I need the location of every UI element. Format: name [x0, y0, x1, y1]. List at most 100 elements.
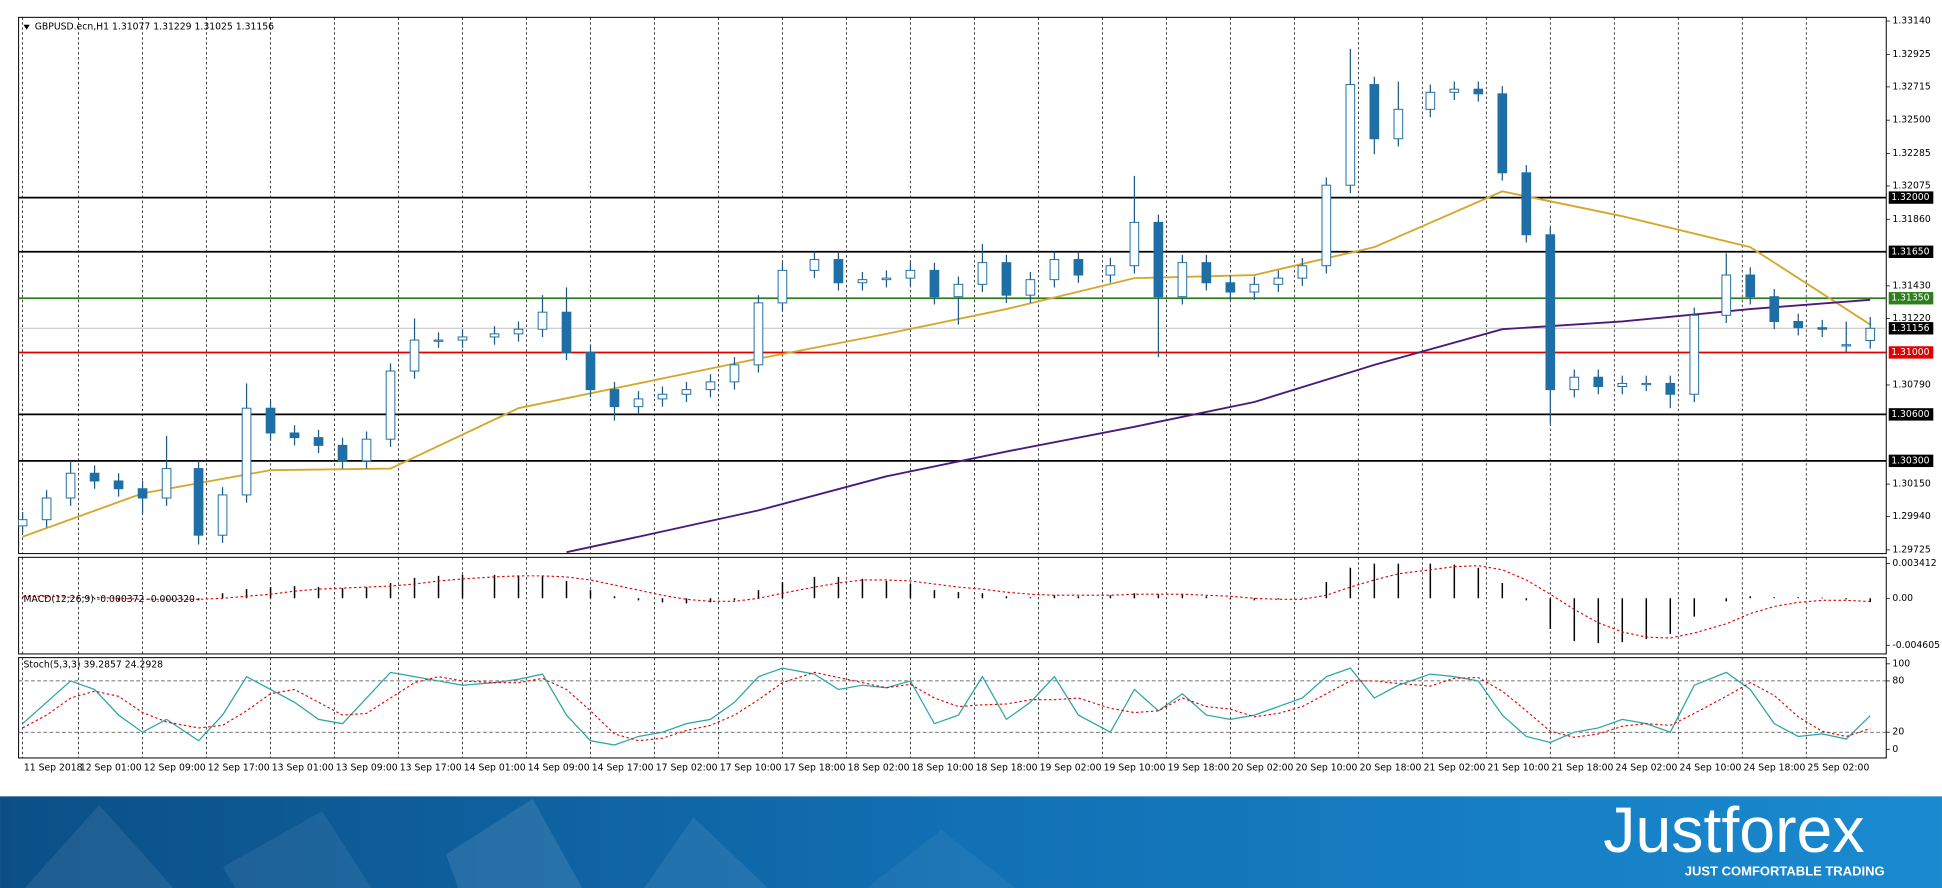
x-tick-label: 14 Sep 01:00 [464, 762, 526, 773]
candle-body [1201, 262, 1212, 284]
x-tick-label: 21 Sep 02:00 [1424, 762, 1486, 773]
candle-body [1473, 88, 1484, 95]
x-tick-label: 19 Sep 02:00 [1040, 762, 1102, 773]
decor [644, 817, 768, 888]
candle-body [313, 437, 324, 446]
candle-body [241, 407, 252, 496]
candle-body [1153, 221, 1164, 298]
candle-body [289, 432, 300, 439]
tagline: JUST COMFORTABLE TRADING [1685, 863, 1885, 878]
candle-body [361, 438, 372, 462]
x-tick-label: 24 Sep 18:00 [1744, 762, 1806, 773]
candle-body [1425, 91, 1436, 110]
candle-body [457, 336, 468, 341]
candle-body [385, 370, 396, 440]
candle-body [1001, 262, 1012, 296]
candle-body [609, 389, 620, 408]
level-label: 1.31650 [1891, 246, 1929, 257]
level-label: 1.30300 [1891, 455, 1929, 466]
y-tick-label: 1.31860 [1892, 214, 1930, 225]
level-label-box [1888, 292, 1934, 305]
candle-body [1545, 234, 1556, 391]
candle-body [1721, 274, 1732, 316]
candle-body [1073, 259, 1084, 276]
candle-body [777, 269, 788, 304]
candle-body [1593, 376, 1604, 388]
candle-body [833, 259, 844, 284]
candle-body [489, 333, 500, 338]
y-tick-label: 20 [1892, 727, 1904, 738]
level-label-box [1888, 454, 1934, 468]
candle-body [881, 277, 892, 281]
level-label: 1.30600 [1891, 409, 1929, 420]
main-panel [18, 16, 1887, 555]
x-tick-label: 21 Sep 10:00 [1488, 762, 1550, 773]
candle-body [337, 444, 348, 462]
stoch-panel [18, 657, 1887, 759]
candle-body [1521, 172, 1532, 236]
candle-body [1177, 262, 1188, 298]
candle-body [729, 364, 740, 383]
y-tick-label: 1.29725 [1892, 544, 1930, 555]
candle-body [1129, 221, 1140, 267]
candle-body [217, 494, 228, 536]
candle-body [1689, 314, 1700, 395]
x-tick-label: 18 Sep 18:00 [976, 762, 1038, 773]
level-label-box [1888, 408, 1934, 421]
candle-body [1249, 283, 1260, 293]
stoch-main [22, 667, 1871, 746]
y-tick-label: 1.32285 [1892, 148, 1930, 159]
stoch-title: Stoch(5,3,3) 39.2857 24.2928 [24, 660, 164, 671]
logo[interactable]: Justforex [1603, 794, 1864, 866]
x-tick-label: 18 Sep 02:00 [848, 762, 910, 773]
candle-body [1569, 376, 1580, 391]
panel-content [18, 657, 1887, 758]
candle-body [1273, 277, 1284, 285]
x-tick-label: 12 Sep 09:00 [144, 762, 206, 773]
level-label-box [1888, 322, 1934, 335]
x-tick-label: 19 Sep 10:00 [1104, 762, 1166, 773]
candle-body [1641, 382, 1652, 386]
decor [866, 829, 1016, 888]
y-tick-label: 0 [1892, 744, 1898, 755]
candle-body [1617, 382, 1628, 388]
x-tick-label: 14 Sep 09:00 [528, 762, 590, 773]
candle-body [705, 381, 716, 391]
y-tick-label: 1.33140 [1892, 16, 1930, 27]
y-tick-label: 1.32500 [1892, 115, 1930, 126]
x-tick-label: 12 Sep 17:00 [208, 762, 270, 773]
y-tick-label: 0.003412 [1892, 558, 1936, 569]
candle-body [41, 497, 52, 521]
candle-body [977, 262, 988, 285]
candle-body [265, 407, 276, 434]
candle-body [1769, 296, 1780, 322]
candle-body [1369, 84, 1380, 140]
candle-body [137, 488, 148, 499]
candle-body [809, 259, 820, 271]
candle-body [18, 519, 28, 527]
candle-body [953, 283, 964, 298]
candle-body [193, 468, 204, 536]
macd-title: MACD(12,26,9) -0.000372 -0.000320 [24, 594, 195, 605]
level-label: 1.31156 [1891, 323, 1929, 334]
candle-body [1025, 279, 1036, 296]
x-tick-label: 13 Sep 01:00 [272, 762, 334, 773]
candle-body [1105, 265, 1116, 276]
x-tick-label: 17 Sep 10:00 [720, 762, 782, 773]
dropdown-icon[interactable] [23, 24, 30, 30]
candle-body [1321, 184, 1332, 267]
candle-body [857, 279, 868, 284]
macd-signal [22, 565, 1871, 639]
candle-body [633, 398, 644, 408]
footer: Justforex JUST COMFORTABLE TRADING [0, 794, 1942, 888]
candle-body [753, 302, 764, 366]
y-tick-label: 1.32075 [1892, 180, 1930, 191]
candle-body [1841, 344, 1852, 347]
y-tick-label: 1.30150 [1892, 479, 1930, 490]
candle-body [1817, 327, 1828, 330]
candle-body [1297, 265, 1308, 279]
candle-body [433, 339, 444, 342]
candle-body [1793, 320, 1804, 329]
candle-body [657, 393, 668, 400]
